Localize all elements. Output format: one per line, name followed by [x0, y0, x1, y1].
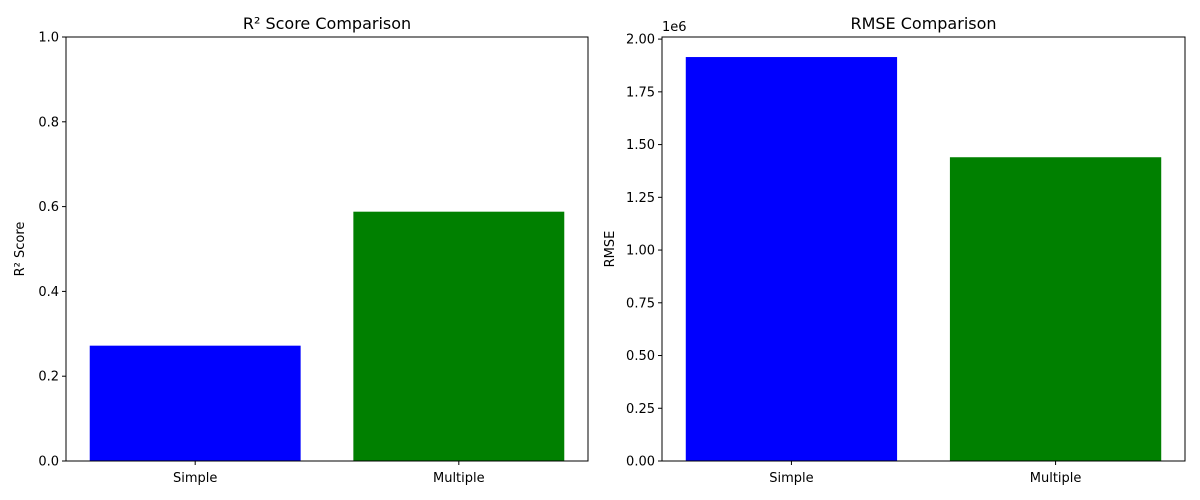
y-tick-label: 1.50 [626, 138, 655, 153]
y-tick-label: 0.00 [626, 455, 655, 470]
axes-frame [65, 36, 589, 462]
y-tick-label: 0.6 [38, 200, 59, 215]
y-tick-label: 1.0 [38, 31, 59, 46]
y-tick-label: 0.50 [626, 349, 655, 364]
x-tick-label: Simple [769, 471, 813, 486]
y-tick-label: 1.00 [626, 244, 655, 259]
axes-frame [661, 36, 1186, 462]
bar-simple [89, 345, 301, 461]
y-offset-label: 1e6 [662, 20, 687, 35]
bar-simple [685, 57, 898, 462]
y-tick-label: 0.75 [626, 296, 655, 311]
x-tick-label: Multiple [433, 471, 485, 486]
y-tick-label: 0.8 [38, 115, 59, 130]
chart-2: Simple Multiple 0.00 0.25 0.50 0.75 1.00 1.25 1.… [603, 14, 1186, 486]
y-tick-label: 1.75 [626, 85, 655, 100]
y-tick-label: 0.4 [38, 285, 59, 300]
y-axis-label: RMSE [603, 231, 618, 268]
y-axis-label: R² Score [13, 222, 28, 277]
chart-1: Simple Multiple 0.0 0.2 0.4 0.6 0.8 1.0 R² Score… [13, 14, 589, 486]
bar-multiple [949, 157, 1162, 461]
y-tick-label: 2.00 [626, 33, 655, 48]
y-tick-label: 0.25 [626, 402, 655, 417]
y-tick-label: 1.25 [626, 191, 655, 206]
chart-title: R² Score Comparison [243, 14, 411, 33]
bar-multiple [353, 211, 565, 461]
y-tick-label: 0.0 [38, 455, 59, 470]
y-tick-label: 0.2 [38, 370, 59, 385]
x-tick-label: Multiple [1030, 471, 1082, 486]
x-tick-label: Simple [173, 471, 217, 486]
chart-title: RMSE Comparison [850, 14, 996, 33]
